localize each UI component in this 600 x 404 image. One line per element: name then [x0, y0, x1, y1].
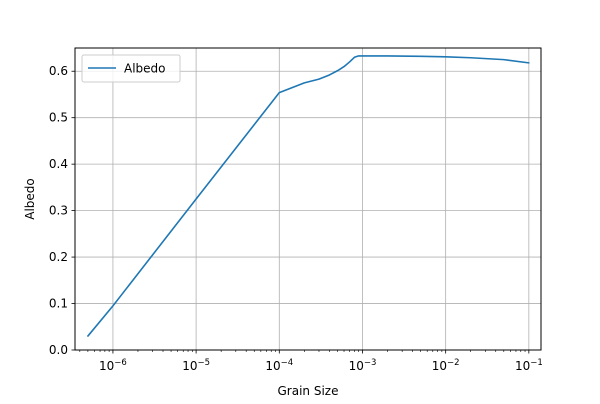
- data-point: [503, 59, 504, 60]
- y-axis-label: Albedo: [23, 178, 37, 220]
- data-point: [358, 55, 359, 56]
- data-point: [318, 79, 319, 80]
- data-point: [196, 198, 197, 199]
- data-point: [87, 335, 88, 336]
- x-axis-label: Grain Size: [278, 384, 339, 398]
- legend: Albedo: [81, 54, 181, 83]
- y-tick-label: 0.4: [49, 157, 68, 171]
- data-point: [354, 57, 355, 58]
- data-point: [420, 56, 421, 57]
- y-tick-label: 0.0: [49, 343, 68, 357]
- series-layer: [87, 55, 530, 337]
- y-tick-label: 0.6: [49, 64, 68, 78]
- y-axis: 0.0 0.1 0.2 0.3 0.4 0.5 0.6: [49, 64, 75, 357]
- data-point: [445, 56, 446, 57]
- data-point: [470, 57, 471, 58]
- x-tick-label: 10−1: [515, 358, 543, 373]
- x-tick-label: 10−6: [99, 358, 127, 373]
- y-tick-label: 0.5: [49, 111, 68, 125]
- data-point: [304, 82, 305, 83]
- data-point: [362, 55, 363, 56]
- data-point: [337, 70, 338, 71]
- plot-frame: [74, 47, 542, 351]
- y-tick-label: 0.2: [49, 250, 68, 264]
- data-point: [112, 305, 113, 306]
- x-tick-label: 10−5: [182, 358, 210, 373]
- data-point: [279, 92, 280, 93]
- data-point: [349, 61, 350, 62]
- data-point: [528, 62, 529, 63]
- data-point: [387, 55, 388, 56]
- legend-label: Albedo: [124, 62, 166, 76]
- data-point: [329, 74, 330, 75]
- series-line: [87, 55, 530, 337]
- x-axis: 10−6 10−5 10−4 10−3 10−2 10−1: [79, 350, 543, 373]
- data-point: [343, 66, 344, 67]
- x-tick-label: 10−4: [265, 358, 293, 373]
- y-tick-label: 0.3: [49, 204, 68, 218]
- x-tick-label: 10−2: [432, 358, 460, 373]
- legend-box: [81, 54, 181, 83]
- x-tick-label: 10−3: [349, 358, 377, 373]
- y-tick-label: 0.1: [49, 297, 68, 311]
